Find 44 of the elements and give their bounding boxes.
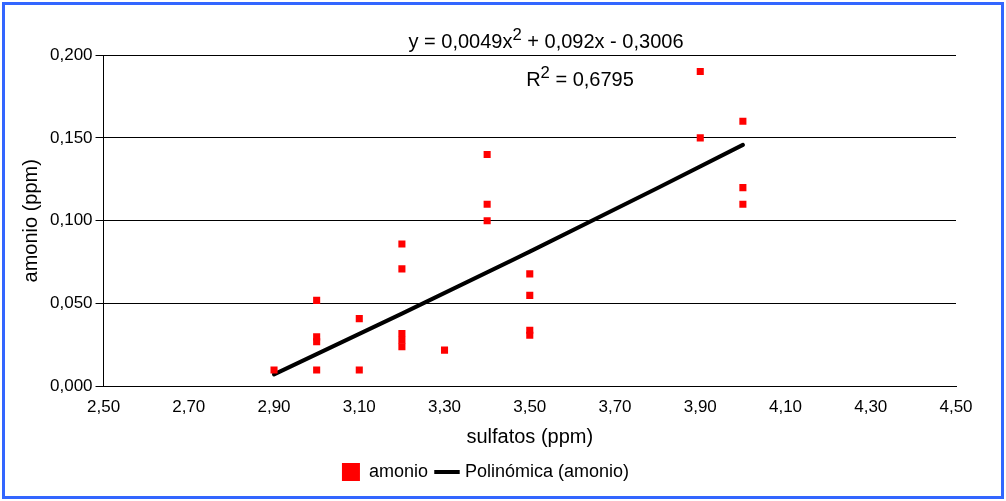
legend-label: amonio [368, 460, 428, 481]
x-tick-label: 4,50 [939, 397, 973, 417]
point [739, 117, 747, 125]
x-tick-label: 3,10 [342, 397, 376, 417]
annotation: R$^{2}$ = 0,6795 [526, 63, 634, 91]
point [483, 150, 491, 159]
point [696, 134, 704, 142]
point [313, 366, 321, 374]
x-tick-label: 4,10 [768, 397, 803, 417]
point [355, 315, 363, 323]
y-tick-label: 0,150 [49, 127, 93, 147]
point [739, 200, 747, 208]
point [696, 68, 704, 76]
point [398, 330, 406, 338]
point [526, 291, 534, 299]
point [440, 346, 449, 354]
x-tick-label: 2,70 [172, 397, 206, 417]
y-tick-label: 0,050 [49, 293, 93, 313]
x-tick-label: 3,90 [683, 397, 717, 417]
point [739, 184, 747, 192]
x-tick-label: 4,30 [854, 397, 888, 417]
x-tick-label: 3,30 [427, 397, 462, 417]
point [398, 265, 406, 273]
point [483, 217, 491, 225]
x-tick-label: 3,50 [513, 397, 547, 417]
point [270, 366, 278, 374]
x-tick-label: 3,70 [598, 397, 632, 417]
point [526, 270, 534, 278]
point [355, 366, 363, 374]
point [398, 343, 406, 351]
x-tick-label: 2,50 [86, 397, 121, 417]
x-axis-title: sulfatos (ppm) [466, 424, 594, 447]
point [313, 296, 321, 304]
legend-label: Polinómica (amonio) [464, 460, 630, 481]
x-tick-label: 2,90 [257, 397, 291, 417]
point [313, 338, 321, 346]
y-tick-label: 0,000 [49, 376, 93, 396]
y-tick-label: 0,100 [49, 210, 93, 230]
y-tick-label: 0,200 [49, 44, 93, 64]
y-axis-title: amonio (ppm) [18, 159, 41, 283]
point [526, 331, 534, 339]
point [398, 240, 406, 248]
text: y = 0,0049x$^{2}$ + 0,092x - 0,3006 [408, 25, 684, 53]
point [483, 200, 491, 208]
